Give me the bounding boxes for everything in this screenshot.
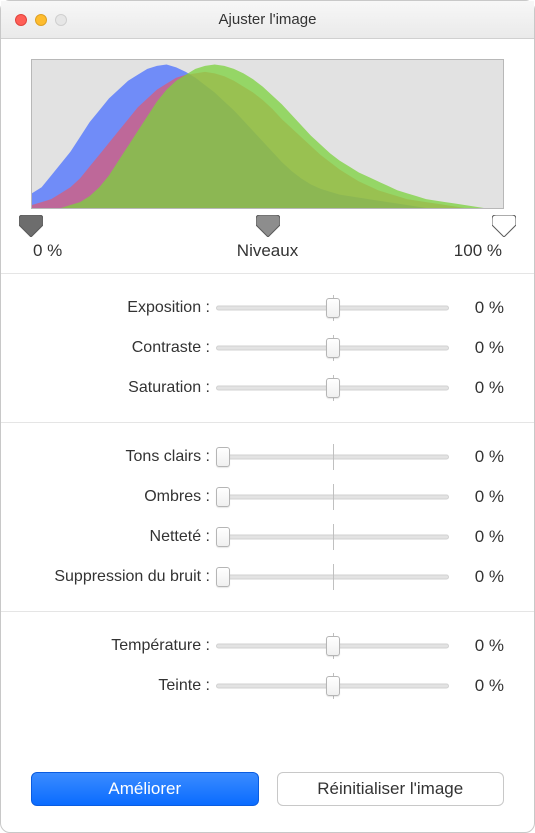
slider-value: 0 % xyxy=(449,567,504,587)
slider-thumb[interactable] xyxy=(326,676,340,696)
slider-control[interactable] xyxy=(216,486,449,508)
slider-label: Contraste : xyxy=(31,339,216,357)
slider-control[interactable] xyxy=(216,566,449,588)
slider-row: Saturation : 0 % xyxy=(31,368,504,408)
slider-row: Netteté : 0 % xyxy=(31,517,504,557)
slider-value: 0 % xyxy=(449,298,504,318)
traffic-lights xyxy=(1,14,67,26)
slider-label: Ombres : xyxy=(31,488,216,506)
slider-value: 0 % xyxy=(449,527,504,547)
levels-section: 0 % Niveaux 100 % xyxy=(1,209,534,274)
slider-row: Tons clairs : 0 % xyxy=(31,437,504,477)
slider-thumb[interactable] xyxy=(216,487,230,507)
close-icon[interactable] xyxy=(15,14,27,26)
levels-max-label: 100 % xyxy=(454,241,502,261)
levels-handle[interactable] xyxy=(19,215,43,237)
levels-min-label: 0 % xyxy=(33,241,62,261)
reset-button[interactable]: Réinitialiser l'image xyxy=(277,772,505,806)
slider-thumb[interactable] xyxy=(326,298,340,318)
content: 0 % Niveaux 100 % Exposition :0 %Contras… xyxy=(1,39,534,750)
slider-value: 0 % xyxy=(449,676,504,696)
enhance-button[interactable]: Améliorer xyxy=(31,772,259,806)
slider-label: Netteté : xyxy=(31,528,216,546)
slider-control[interactable] xyxy=(216,675,449,697)
titlebar: Ajuster l'image xyxy=(1,1,534,39)
slider-control[interactable] xyxy=(216,337,449,359)
levels-handle[interactable] xyxy=(492,215,516,237)
slider-value: 0 % xyxy=(449,487,504,507)
slider-control[interactable] xyxy=(216,377,449,399)
slider-row: Ombres : 0 % xyxy=(31,477,504,517)
slider-label: Température : xyxy=(31,637,216,655)
slider-row: Teinte : 0 % xyxy=(31,666,504,706)
slider-thumb[interactable] xyxy=(216,567,230,587)
footer: Améliorer Réinitialiser l'image xyxy=(1,750,534,832)
slider-label: Teinte : xyxy=(31,677,216,695)
levels-center-label: Niveaux xyxy=(237,241,298,261)
slider-label: Exposition : xyxy=(31,299,216,317)
slider-value: 0 % xyxy=(449,447,504,467)
slider-row: Température : 0 % xyxy=(31,626,504,666)
histogram xyxy=(31,59,504,209)
slider-thumb[interactable] xyxy=(216,527,230,547)
window-title: Ajuster l'image xyxy=(1,11,534,28)
slider-group: Température : 0 % Teinte : 0 % xyxy=(1,612,534,720)
slider-row: Exposition : 0 % xyxy=(31,288,504,328)
slider-label: Suppression du bruit : xyxy=(31,568,216,586)
zoom-icon[interactable] xyxy=(55,14,67,26)
levels-handle[interactable] xyxy=(256,215,280,237)
slider-control[interactable] xyxy=(216,526,449,548)
slider-control[interactable] xyxy=(216,635,449,657)
slider-control[interactable] xyxy=(216,446,449,468)
slider-label: Tons clairs : xyxy=(31,448,216,466)
slider-group: Exposition :0 %Contraste :0 %Saturation … xyxy=(1,274,534,423)
slider-value: 0 % xyxy=(449,378,504,398)
slider-value: 0 % xyxy=(449,636,504,656)
slider-thumb[interactable] xyxy=(326,636,340,656)
slider-label: Saturation : xyxy=(31,379,216,397)
levels-labels: 0 % Niveaux 100 % xyxy=(31,241,504,273)
slider-thumb[interactable] xyxy=(326,378,340,398)
slider-thumb[interactable] xyxy=(216,447,230,467)
minimize-icon[interactable] xyxy=(35,14,47,26)
levels-slider[interactable] xyxy=(31,215,504,237)
slider-value: 0 % xyxy=(449,338,504,358)
slider-row: Contraste : 0 % xyxy=(31,328,504,368)
slider-group: Tons clairs :0 %Ombres :0 %Netteté :0 %S… xyxy=(1,423,534,612)
slider-thumb[interactable] xyxy=(326,338,340,358)
slider-row: Suppression du bruit : 0 % xyxy=(31,557,504,597)
slider-control[interactable] xyxy=(216,297,449,319)
